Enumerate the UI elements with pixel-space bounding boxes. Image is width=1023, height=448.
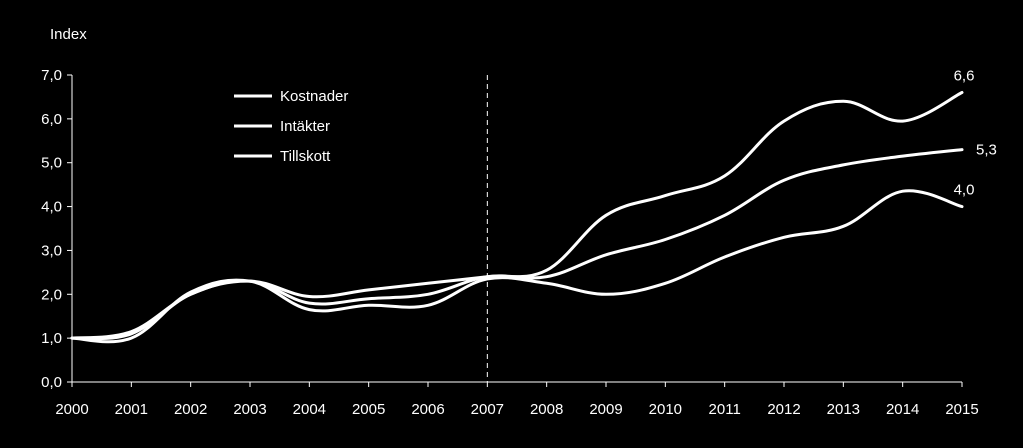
series-lines [70, 91, 964, 344]
x-tick-label: 2003 [233, 401, 266, 418]
axes: 0,0 1,0 2,0 3,0 4,0 5,0 6,0 7,0 2000 2001 2002 2003… [41, 67, 979, 418]
y-tick-label: 6,0 [41, 111, 62, 128]
y-tick-label: 7,0 [41, 67, 62, 84]
x-tick-label: 2007 [471, 401, 504, 418]
x-tick-label: 2001 [115, 401, 148, 418]
legend-label-tillskott: Tillskott [280, 148, 331, 165]
x-tick-label: 2014 [886, 401, 919, 418]
end-labels: 6,6 5,3 4,0 [954, 68, 997, 199]
x-tick-label: 2005 [352, 401, 385, 418]
x-tick-label: 2015 [945, 401, 978, 418]
x-tick-label: 2006 [411, 401, 444, 418]
legend-label-intakter: Intäkter [280, 118, 330, 135]
series-line-intakter [70, 148, 964, 340]
x-tick-label: 2010 [649, 401, 682, 418]
series-line-tillskott [70, 189, 964, 344]
x-tick-label: 2004 [293, 401, 326, 418]
y-tick-label: 1,0 [41, 330, 62, 347]
y-tick-label: 4,0 [41, 199, 62, 216]
legend: Kostnader Intäkter Tillskott [234, 88, 348, 165]
x-tick-label: 2002 [174, 401, 207, 418]
end-label-kostnader: 6,6 [954, 68, 975, 85]
y-tick-label: 3,0 [41, 242, 62, 259]
y-tick-label: 2,0 [41, 286, 62, 303]
x-tick-label: 2008 [530, 401, 563, 418]
x-tick-label: 2009 [589, 401, 622, 418]
x-tick-label: 2011 [709, 401, 741, 418]
legend-label-kostnader: Kostnader [280, 88, 348, 105]
x-tick-label: 2000 [55, 401, 88, 418]
x-tick-label: 2013 [827, 401, 860, 418]
y-tick-label: 5,0 [41, 155, 62, 172]
y-axis-title: Index [50, 26, 87, 43]
x-tick-label: 2012 [767, 401, 800, 418]
y-tick-label: 0,0 [41, 374, 62, 391]
end-label-tillskott: 4,0 [954, 182, 975, 199]
end-label-intakter: 5,3 [976, 142, 997, 159]
